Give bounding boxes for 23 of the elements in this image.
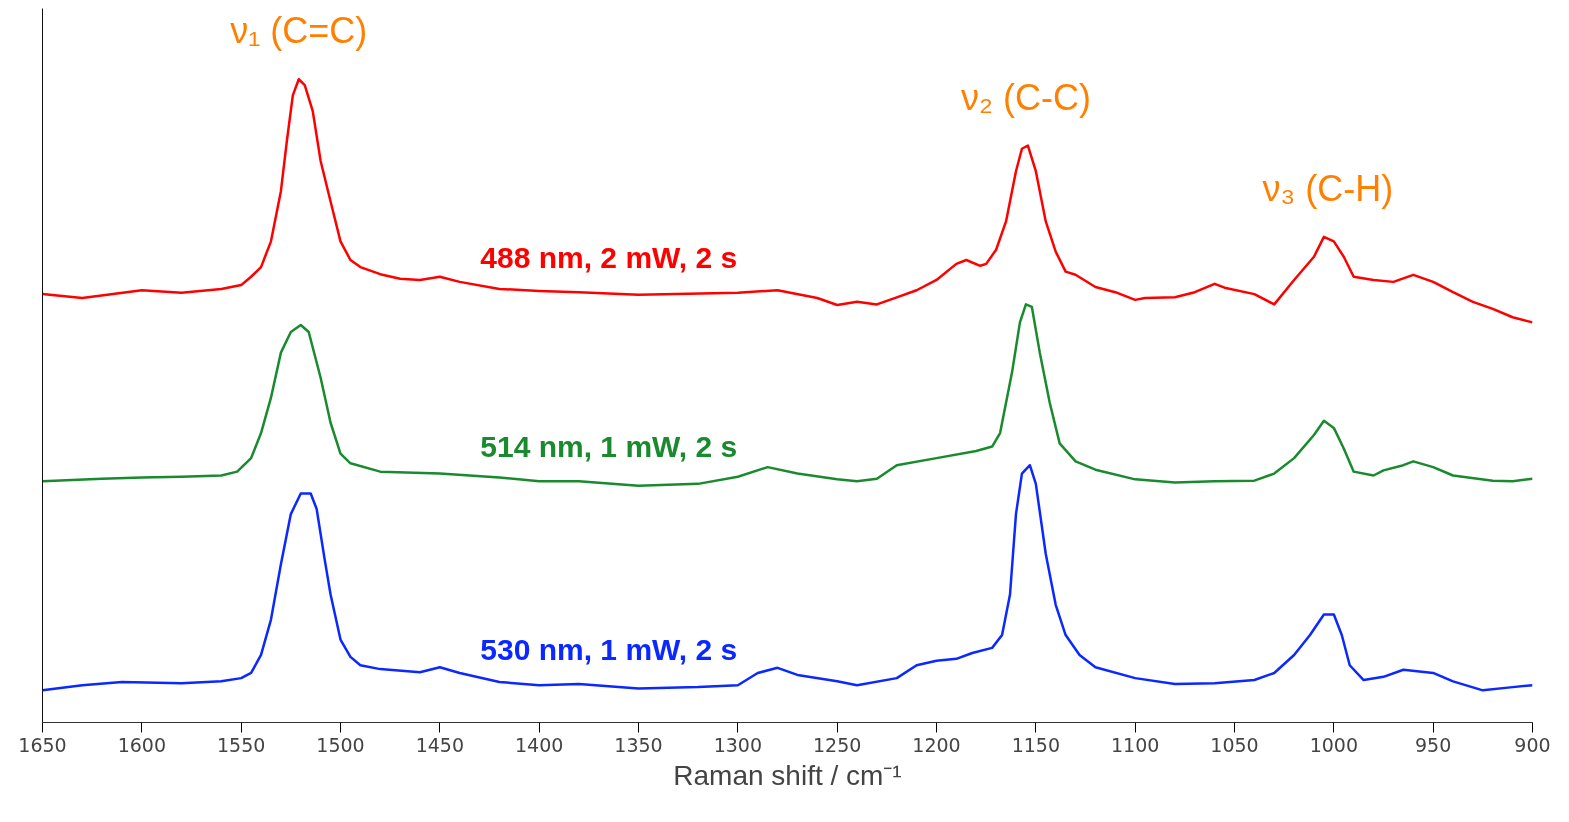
series-label: 530 nm, 1 mW, 2 s (480, 632, 738, 666)
x-tick-label: 1050 (1210, 733, 1259, 756)
x-tick-label: 1200 (912, 733, 961, 756)
x-tick-label: 1400 (514, 733, 564, 756)
series-label: 488 nm, 2 mW, 2 s (480, 241, 738, 275)
series-label: 514 nm, 1 mW, 2 s (480, 430, 738, 464)
annotation: ν₃ (C-H) (1262, 167, 1394, 209)
x-tick-label: 1550 (216, 733, 266, 756)
x-tick-label: 1250 (812, 733, 862, 756)
x-tick-label: 950 (1415, 733, 1452, 756)
x-tick-label: 1150 (1011, 733, 1061, 756)
x-tick-label: 1650 (18, 733, 67, 756)
x-tick-label: 1450 (415, 733, 465, 756)
x-tick-label: 1600 (117, 733, 167, 756)
annotation: ν₁ (C=C) (230, 10, 368, 52)
x-tick-label: 1100 (1110, 733, 1160, 756)
x-tick-label: 1500 (316, 733, 365, 756)
x-tick-label: 900 (1514, 733, 1551, 756)
x-tick-label: 1000 (1309, 733, 1359, 756)
x-axis-title: Raman shift / cm⁻¹ (673, 759, 902, 791)
x-tick-label: 1350 (614, 733, 663, 756)
x-tick-label: 1300 (713, 733, 763, 756)
annotation: ν₂ (C-C) (960, 76, 1091, 118)
